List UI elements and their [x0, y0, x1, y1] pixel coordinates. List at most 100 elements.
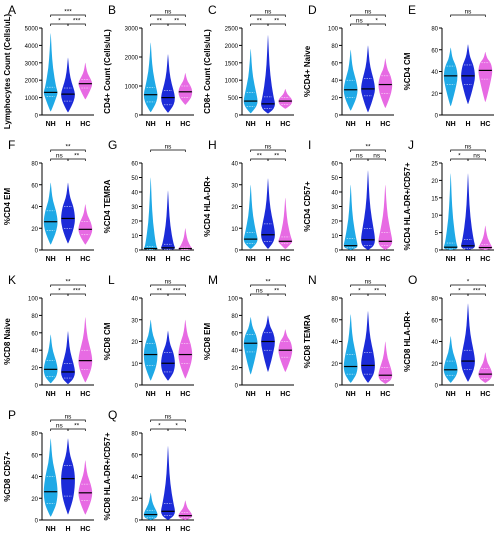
y-tick-label: 60 — [31, 453, 38, 459]
y-tick-label: 60 — [31, 331, 38, 337]
x-tick-label: H — [365, 121, 370, 128]
significance-bracket — [450, 14, 486, 17]
y-tick-label: 1000 — [125, 85, 139, 91]
significance-label: ** — [365, 144, 371, 151]
violin-h — [361, 45, 375, 113]
x-tick-label: NH — [446, 121, 456, 128]
y-axis-label: %CD8 EM — [203, 322, 212, 360]
y-tick-label: 30 — [231, 183, 238, 189]
panel-letter: A — [8, 3, 16, 17]
violin-nh — [143, 492, 158, 520]
violin-h — [161, 190, 175, 250]
violin-hc — [278, 197, 293, 249]
y-tick-label: 0 — [335, 114, 339, 120]
significance-label: ns — [256, 288, 264, 295]
violin-nh — [143, 177, 158, 250]
x-tick-label: NH — [146, 391, 156, 398]
significance-bracket — [350, 14, 386, 17]
panel-letter: L — [108, 273, 115, 287]
y-tick-label: 80 — [131, 432, 138, 438]
y-tick-label: 10 — [131, 362, 138, 368]
significance-label: ** — [65, 144, 71, 151]
violin-h — [161, 54, 175, 113]
y-tick-label: 15 — [431, 196, 438, 202]
significance-label: ns — [165, 144, 173, 151]
y-tick-label: 2000 — [25, 79, 39, 85]
violin-hc — [278, 88, 293, 109]
x-tick-label: HC — [180, 256, 190, 263]
y-tick-label: 80 — [331, 297, 338, 303]
significance-bracket — [150, 419, 186, 422]
panel-c: C CD8+ Count (Cells/uL) 0 500 1000 1500 2000 25… — [203, 3, 294, 128]
y-tick-label: 80 — [31, 432, 38, 438]
y-tick-label: 0 — [35, 384, 39, 390]
panel-letter: K — [8, 273, 16, 287]
x-tick-label: HC — [80, 391, 90, 398]
panel-letter: H — [208, 138, 217, 152]
y-tick-label: 50 — [131, 176, 138, 182]
violin-nh — [343, 184, 358, 250]
y-tick-label: 60 — [231, 331, 238, 337]
significance-label: ** — [257, 18, 263, 25]
y-axis-label: %CD8 CD57+ — [3, 451, 12, 502]
significance-bracket — [50, 149, 86, 152]
x-tick-label: HC — [380, 121, 390, 128]
violin-hc — [378, 58, 393, 109]
significance-label: ns — [356, 153, 364, 160]
violin-nh — [243, 48, 258, 114]
significance-label: ns — [165, 279, 173, 286]
y-tick-label: 40 — [231, 349, 238, 355]
significance-label: ** — [274, 153, 280, 160]
significance-bracket — [50, 14, 86, 17]
y-tick-label: 60 — [131, 162, 138, 168]
significance-bracket — [350, 149, 386, 152]
violin-hc — [78, 62, 93, 100]
panel-letter: N — [308, 273, 317, 287]
violin-h — [461, 173, 475, 250]
significance-label: ns — [365, 279, 373, 286]
significance-bracket — [67, 293, 86, 296]
y-tick-label: 0 — [135, 114, 139, 120]
significance-label: * — [158, 423, 161, 430]
violin-hc — [178, 228, 193, 250]
violin-h — [161, 330, 175, 381]
significance-bracket — [50, 419, 86, 422]
x-tick-label: NH — [246, 391, 256, 398]
x-tick-label: H — [465, 391, 470, 398]
violin-h — [361, 170, 375, 250]
significance-label: ns — [465, 9, 473, 16]
violin-h — [361, 311, 375, 383]
violin-h — [261, 35, 275, 114]
violin-nh — [443, 336, 458, 383]
y-tick-label: 3000 — [125, 27, 139, 33]
y-tick-label: 80 — [31, 314, 38, 320]
significance-bracket — [167, 293, 186, 296]
x-tick-label: NH — [246, 256, 256, 263]
y-axis-label: %CD8 HLA-DR+/CD57+ — [103, 432, 112, 520]
significance-bracket — [267, 293, 286, 296]
significance-bracket — [150, 14, 186, 17]
panel-h: H %CD4 HLA-DR+ 0 10 20 30 40 NH H HC ** **ns — [203, 138, 294, 263]
significance-label: ** — [74, 153, 80, 160]
violin-nh — [343, 314, 358, 383]
significance-label: ns — [356, 18, 364, 25]
y-tick-label: 0 — [35, 249, 39, 255]
y-tick-label: 4000 — [25, 44, 39, 50]
significance-label: ns — [465, 144, 473, 151]
y-tick-label: 5 — [435, 231, 439, 237]
significance-label: * — [467, 279, 470, 286]
significance-label: ** — [274, 18, 280, 25]
y-tick-label: 0 — [135, 249, 139, 255]
violin-hc — [478, 51, 493, 102]
y-tick-label: 50 — [331, 176, 338, 182]
violin-hc — [478, 225, 493, 250]
violin-hc — [78, 460, 93, 515]
x-tick-label: NH — [246, 121, 256, 128]
x-tick-label: HC — [180, 391, 190, 398]
x-tick-label: H — [465, 121, 470, 128]
significance-label: *** — [64, 9, 72, 16]
